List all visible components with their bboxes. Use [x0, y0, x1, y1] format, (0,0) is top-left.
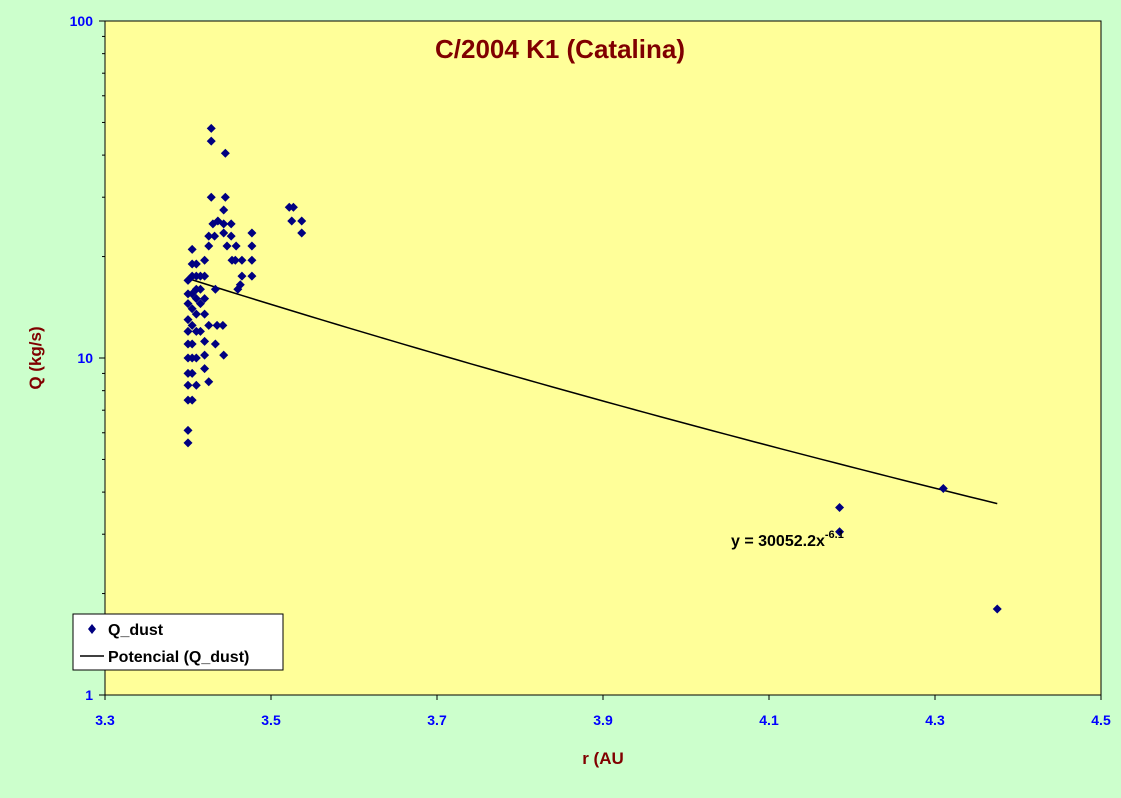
- chart-title: C/2004 K1 (Catalina): [435, 34, 685, 64]
- data-point: [219, 228, 229, 238]
- x-tick-label: 3.9: [593, 712, 613, 728]
- data-point: [187, 339, 197, 349]
- data-point: [200, 271, 210, 281]
- data-point: [992, 604, 1002, 614]
- trendline-layer: [187, 277, 998, 505]
- trendline: [187, 277, 998, 505]
- data-point: [183, 438, 193, 448]
- data-point: [247, 255, 257, 265]
- data-point: [212, 320, 222, 330]
- legend-label-trendline: Potencial (Q_dust): [108, 649, 249, 666]
- legend: Q_dust Potencial (Q_dust): [72, 613, 284, 671]
- data-point: [235, 280, 245, 290]
- data-point: [183, 315, 193, 325]
- data-point: [204, 320, 214, 330]
- data-points-layer: [183, 123, 1002, 614]
- data-point: [204, 231, 214, 241]
- trendline-equation: y = 30052.2x-6.1: [731, 529, 844, 550]
- data-point: [247, 241, 257, 251]
- legend-label-q-dust: Q_dust: [108, 622, 164, 639]
- data-point: [206, 192, 216, 202]
- data-point: [237, 255, 247, 265]
- data-point: [237, 271, 247, 281]
- data-point: [187, 395, 197, 405]
- y-tick-label: 100: [70, 13, 94, 29]
- data-point: [200, 309, 210, 319]
- data-point: [206, 123, 216, 133]
- data-point: [195, 284, 205, 294]
- data-point: [200, 364, 210, 374]
- data-point: [187, 320, 197, 330]
- x-axis-label: r (AU: [582, 749, 624, 768]
- data-point: [220, 192, 230, 202]
- data-point: [195, 299, 205, 309]
- data-point: [200, 336, 210, 346]
- x-tick-label: 3.7: [427, 712, 447, 728]
- data-point: [200, 255, 210, 265]
- data-point: [247, 271, 257, 281]
- data-point: [183, 425, 193, 435]
- x-tick-label: 3.5: [261, 712, 281, 728]
- data-point: [210, 339, 220, 349]
- data-point: [191, 353, 201, 363]
- data-point: [187, 368, 197, 378]
- data-point: [226, 219, 236, 229]
- data-point: [183, 380, 193, 390]
- data-point: [183, 299, 193, 309]
- data-point: [206, 136, 216, 146]
- data-point: [219, 205, 229, 215]
- data-point: [187, 244, 197, 254]
- data-point: [191, 309, 201, 319]
- data-point: [287, 216, 297, 226]
- data-point: [938, 483, 948, 493]
- x-tick-label: 4.3: [925, 712, 945, 728]
- y-tick-label: 1: [85, 687, 93, 703]
- y-axis-label: Q (kg/s): [26, 326, 45, 389]
- legend-box: [72, 613, 284, 671]
- equation-base: y = 30052.2x: [731, 533, 825, 550]
- data-point: [218, 320, 228, 330]
- data-point: [200, 350, 210, 360]
- plot-area: [104, 20, 1102, 696]
- data-point: [835, 503, 845, 513]
- data-point: [187, 304, 197, 314]
- data-point: [191, 259, 201, 269]
- data-point: [219, 350, 229, 360]
- data-point: [204, 241, 214, 251]
- data-point: [191, 380, 201, 390]
- data-point: [195, 326, 205, 336]
- data-point: [247, 228, 257, 238]
- data-point: [288, 202, 298, 212]
- x-tick-label: 4.5: [1091, 712, 1111, 728]
- data-point: [230, 255, 240, 265]
- data-point: [231, 241, 241, 251]
- data-point: [210, 284, 220, 294]
- data-point: [210, 231, 220, 241]
- data-point: [220, 148, 230, 158]
- y-tick-label: 10: [77, 350, 93, 366]
- legend-diamond-icon: [88, 624, 96, 634]
- data-point: [222, 241, 232, 251]
- data-point: [297, 228, 307, 238]
- data-point: [226, 231, 236, 241]
- axes-layer: 3.3 3.5 3.7 3.9 4.1 4.3 4.5 1 10 100: [70, 13, 1111, 728]
- data-point: [204, 377, 214, 387]
- data-point: [835, 527, 845, 537]
- data-point: [183, 326, 193, 336]
- x-tick-label: 4.1: [759, 712, 779, 728]
- data-point: [191, 294, 201, 304]
- data-point: [200, 294, 210, 304]
- x-tick-label: 3.3: [95, 712, 115, 728]
- equation-exponent: -6.1: [825, 529, 844, 541]
- data-point: [297, 216, 307, 226]
- data-point: [219, 219, 229, 229]
